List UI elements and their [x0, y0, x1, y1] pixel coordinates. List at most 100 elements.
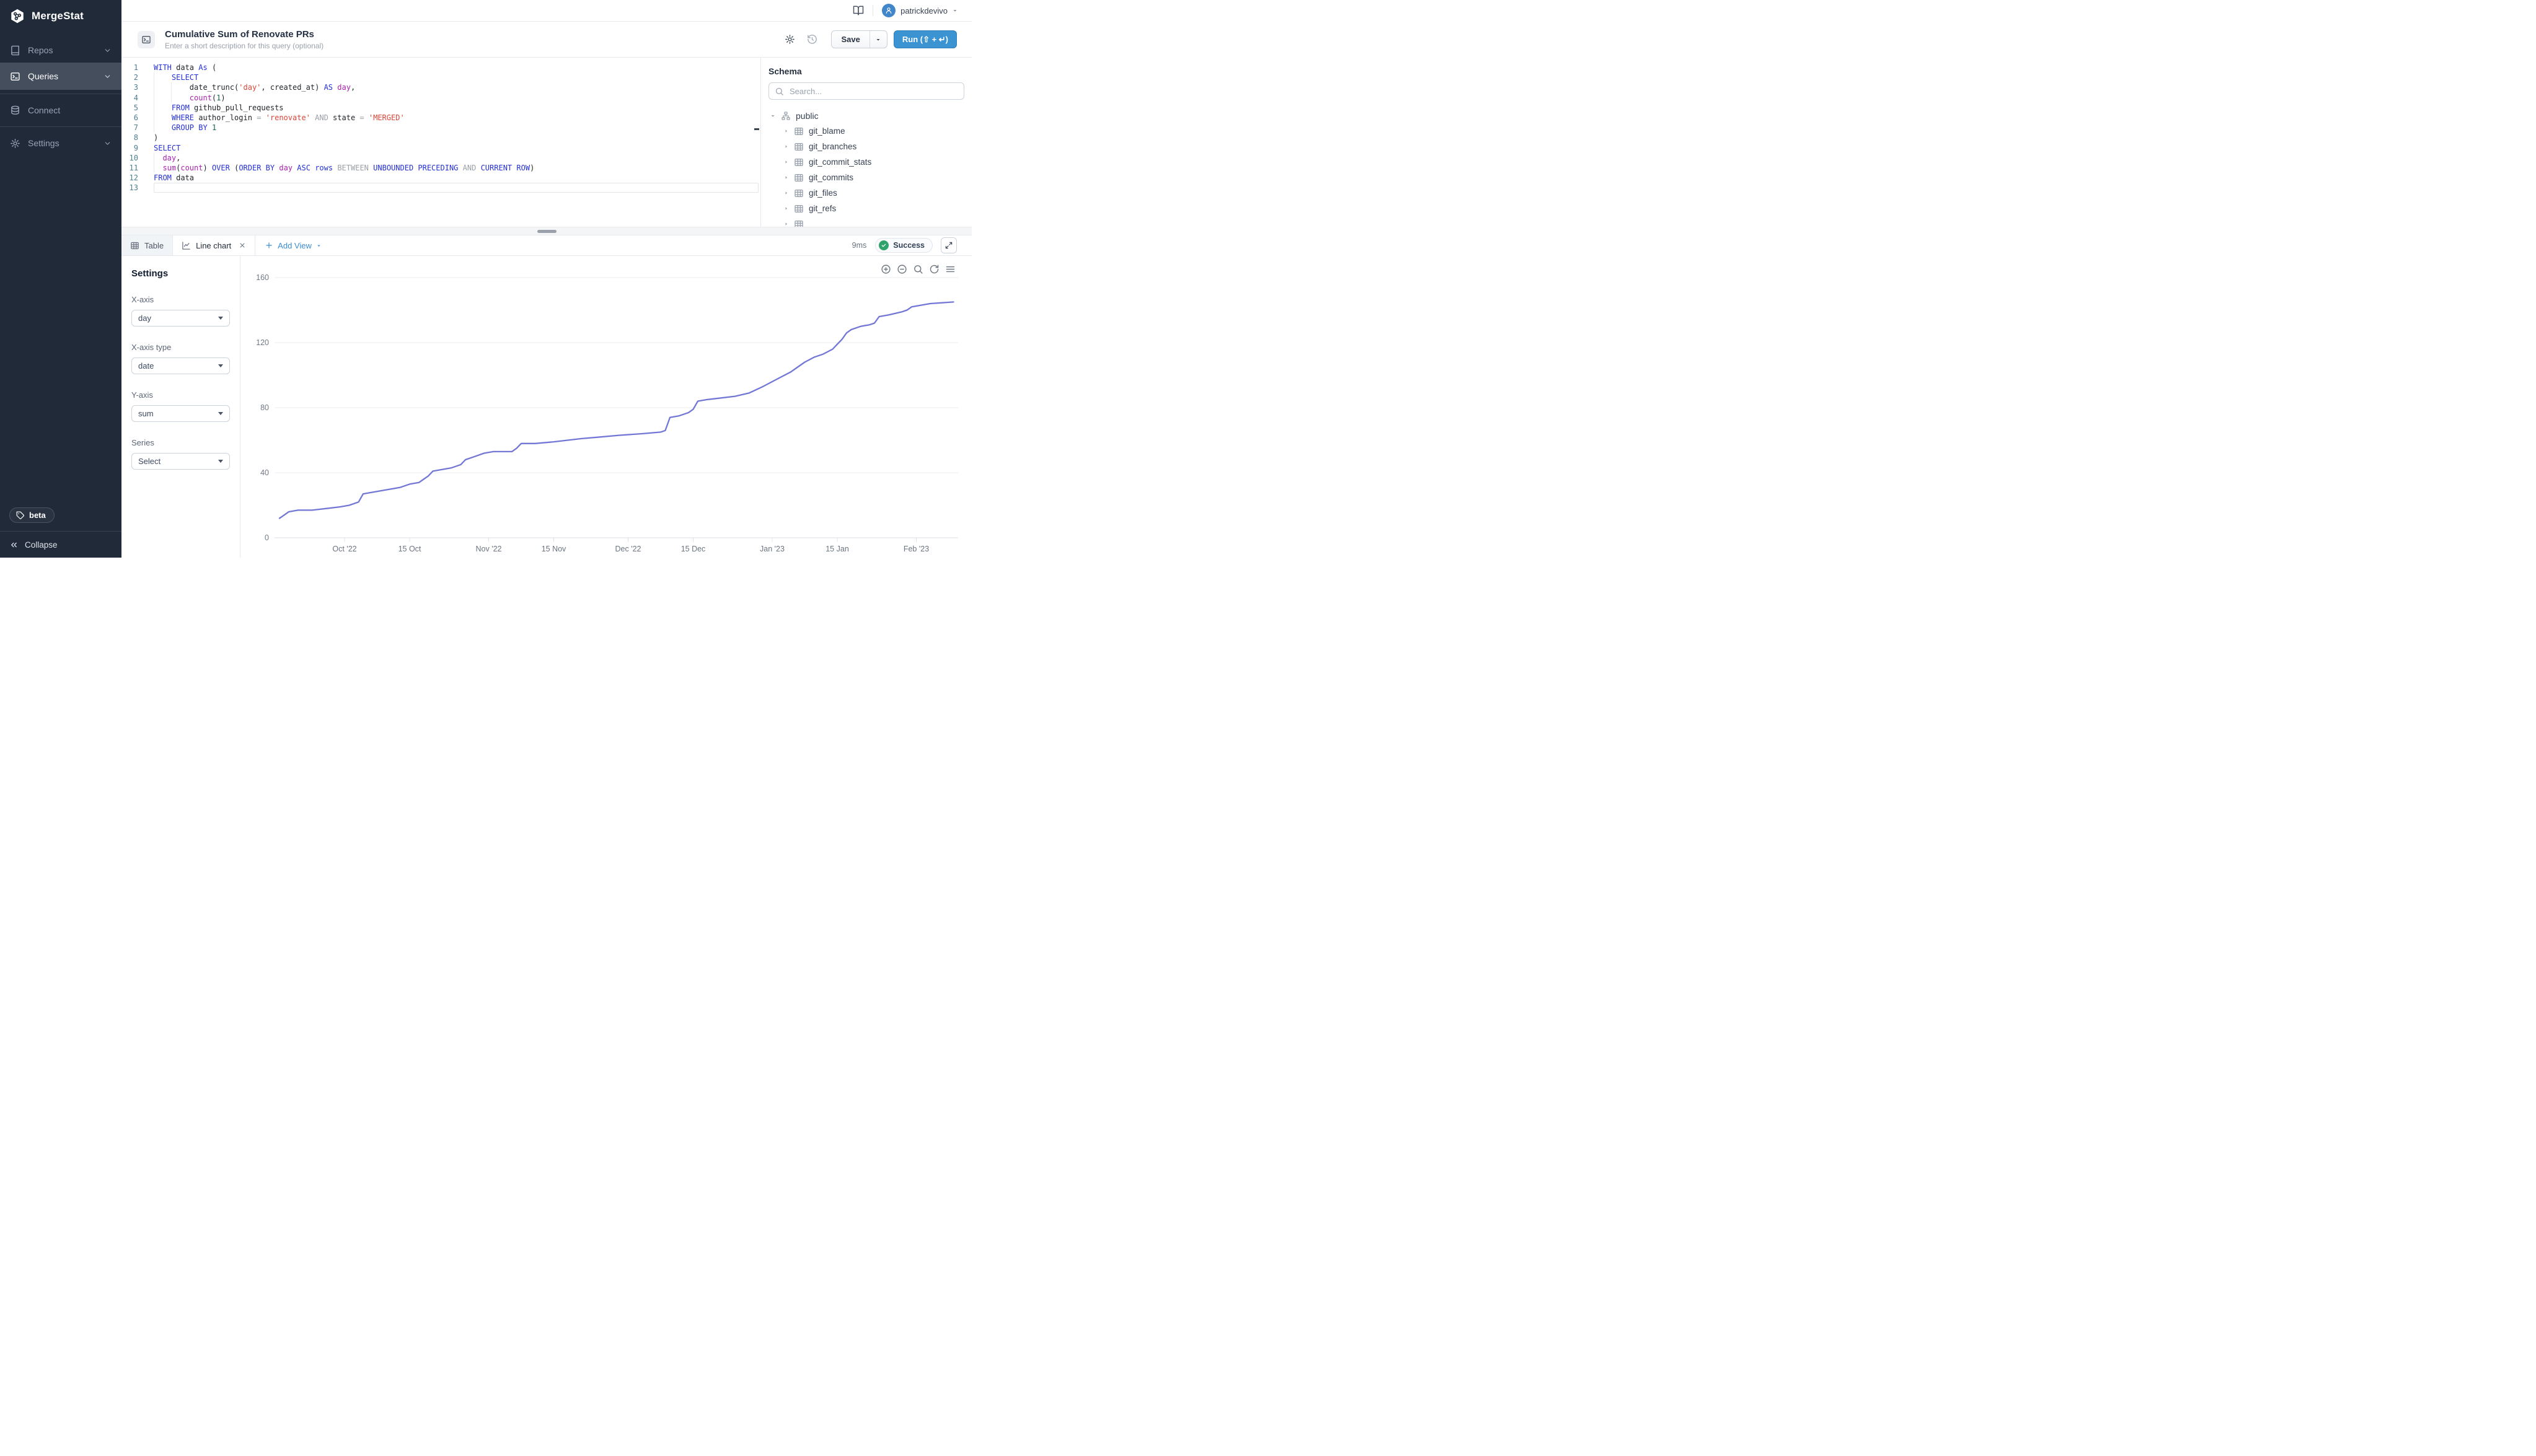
- x-axis-select[interactable]: day: [131, 310, 230, 327]
- save-dropdown-button[interactable]: [870, 31, 887, 48]
- code-token: data: [171, 63, 199, 72]
- code-token: count: [180, 163, 203, 172]
- x-axis-tick-label: 15 Jan: [826, 545, 849, 553]
- caret-right-icon[interactable]: [783, 128, 789, 134]
- schema-table-partial[interactable]: [768, 216, 964, 227]
- indent-guide: [171, 92, 172, 103]
- app: MergeStat Repos Queries Connect Settings be…: [0, 0, 972, 558]
- reset-zoom-icon[interactable]: [929, 264, 940, 274]
- code-token: (: [207, 63, 217, 72]
- schema-search: [768, 82, 964, 100]
- select-value: date: [138, 361, 154, 371]
- caret-right-icon[interactable]: [783, 144, 789, 149]
- code-line[interactable]: SELECT: [153, 72, 760, 83]
- resize-handle[interactable]: [537, 229, 557, 233]
- line-chart-icon: [182, 241, 191, 250]
- caret-right-icon[interactable]: [783, 206, 789, 211]
- collapse-button[interactable]: Collapse: [0, 531, 121, 558]
- editor-code[interactable]: WITH data As ( SELECT date_trunc('day', …: [144, 63, 760, 227]
- series-select[interactable]: Select: [131, 453, 230, 470]
- line-chart[interactable]: 0 40 80 120 160 Oct '22 15 Oct Nov '22 15 Nov Dec…: [240, 256, 972, 558]
- caret-right-icon[interactable]: [783, 190, 789, 196]
- tag-icon: [16, 511, 25, 520]
- caret-right-icon[interactable]: [783, 175, 789, 180]
- terminal-icon: [10, 71, 20, 82]
- code-token: [154, 113, 172, 122]
- code-line[interactable]: count(1): [153, 92, 760, 103]
- chart-menu-icon[interactable]: [945, 264, 956, 274]
- schema-tree-root-public[interactable]: public: [768, 108, 964, 123]
- schema-table-git_commits[interactable]: git_commits: [768, 170, 964, 185]
- code-token: ,: [350, 83, 356, 92]
- code-token: BETWEEN: [337, 163, 369, 172]
- code-line[interactable]: GROUP BY 1: [153, 123, 760, 133]
- schema-table-git_commit_stats[interactable]: git_commit_stats: [768, 154, 964, 170]
- line-number: 6: [133, 113, 138, 122]
- schema-table-git_files[interactable]: git_files: [768, 185, 964, 201]
- selection-zoom-icon[interactable]: [913, 264, 923, 274]
- schema-search-input[interactable]: [788, 86, 958, 97]
- code-token: AS: [324, 83, 333, 92]
- fullscreen-button[interactable]: [941, 237, 957, 253]
- sidebar-item-settings[interactable]: Settings: [0, 131, 121, 156]
- add-view-button[interactable]: Add View: [255, 235, 331, 255]
- schema-table-label: git_blame: [809, 126, 845, 136]
- zoom-in-icon[interactable]: [881, 264, 891, 274]
- y-axis-select[interactable]: sum: [131, 405, 230, 422]
- code-line[interactable]: [154, 183, 759, 193]
- docs-book-icon[interactable]: [853, 5, 864, 16]
- editor-gutter: 1 2 3 4 5 6 7 8 9 10 11 12 13: [121, 63, 144, 227]
- caret-down-icon[interactable]: [770, 113, 776, 119]
- status-label: Success: [893, 241, 925, 250]
- code-token: day: [337, 83, 351, 92]
- run-button[interactable]: Run (⇧ + ↵): [893, 30, 957, 48]
- sql-editor[interactable]: 1 2 3 4 5 6 7 8 9 10 11 12 13 WITH data As ( SELECT …: [121, 58, 761, 227]
- user-menu-caret-icon[interactable]: [952, 7, 958, 14]
- schema-table-git_branches[interactable]: git_branches: [768, 139, 964, 154]
- code-line[interactable]: ): [154, 133, 760, 143]
- tab-line-chart[interactable]: Line chart: [173, 235, 256, 255]
- terminal-icon: [141, 35, 151, 45]
- x-axis-type-select[interactable]: date: [131, 357, 230, 374]
- code-token: =: [359, 113, 364, 122]
- code-line[interactable]: FROM data: [154, 173, 760, 183]
- sidebar-item-queries[interactable]: Queries: [0, 63, 121, 90]
- code-line[interactable]: WITH data As (: [154, 63, 760, 72]
- line-number: 4: [133, 93, 138, 102]
- close-icon[interactable]: [239, 242, 246, 249]
- code-line[interactable]: SELECT: [154, 143, 760, 153]
- tab-table[interactable]: Table: [121, 235, 174, 255]
- username[interactable]: patrickdevivo: [900, 6, 948, 15]
- line-number: 10: [129, 153, 138, 162]
- query-type-badge: [138, 30, 155, 48]
- avatar[interactable]: [882, 4, 896, 17]
- query-history-icon[interactable]: [807, 34, 817, 45]
- logo[interactable]: MergeStat: [0, 0, 121, 30]
- caret-down-icon: [316, 243, 322, 248]
- chevrons-left-icon: [9, 540, 19, 550]
- code-line[interactable]: WHERE author_login = 'renovate' AND stat…: [153, 112, 760, 123]
- schema-table-git_refs[interactable]: git_refs: [768, 201, 964, 216]
- code-line[interactable]: FROM github_pull_requests: [153, 102, 760, 113]
- zoom-out-icon[interactable]: [897, 264, 907, 274]
- sidebar-item-repos[interactable]: Repos: [0, 38, 121, 63]
- expand-icon: [944, 241, 953, 250]
- save-button[interactable]: Save: [832, 31, 870, 48]
- code-line[interactable]: day,: [153, 152, 760, 163]
- schema-table-label: git_commits: [809, 173, 854, 182]
- caret-right-icon[interactable]: [783, 159, 789, 165]
- query-settings-gear-icon[interactable]: [785, 34, 795, 45]
- schema-table-label: git_branches: [809, 142, 857, 151]
- sitemap-icon: [781, 111, 791, 121]
- sidebar-item-connect[interactable]: Connect: [0, 98, 121, 123]
- caret-right-icon[interactable]: [783, 221, 789, 227]
- database-icon: [10, 105, 20, 116]
- topbar: patrickdevivo: [121, 0, 972, 22]
- code-line[interactable]: sum(count) OVER (ORDER BY day ASC rows B…: [153, 162, 760, 173]
- schema-table-git_blame[interactable]: git_blame: [768, 123, 964, 139]
- settings-fields: X-axis day X-axis type date Y-axis sum Series S…: [131, 295, 230, 470]
- code-token: SELECT: [154, 143, 181, 152]
- query-description-placeholder[interactable]: Enter a short description for this query…: [165, 41, 324, 50]
- code-line[interactable]: date_trunc('day', created_at) AS day,: [153, 82, 760, 93]
- query-title[interactable]: Cumulative Sum of Renovate PRs: [165, 29, 314, 40]
